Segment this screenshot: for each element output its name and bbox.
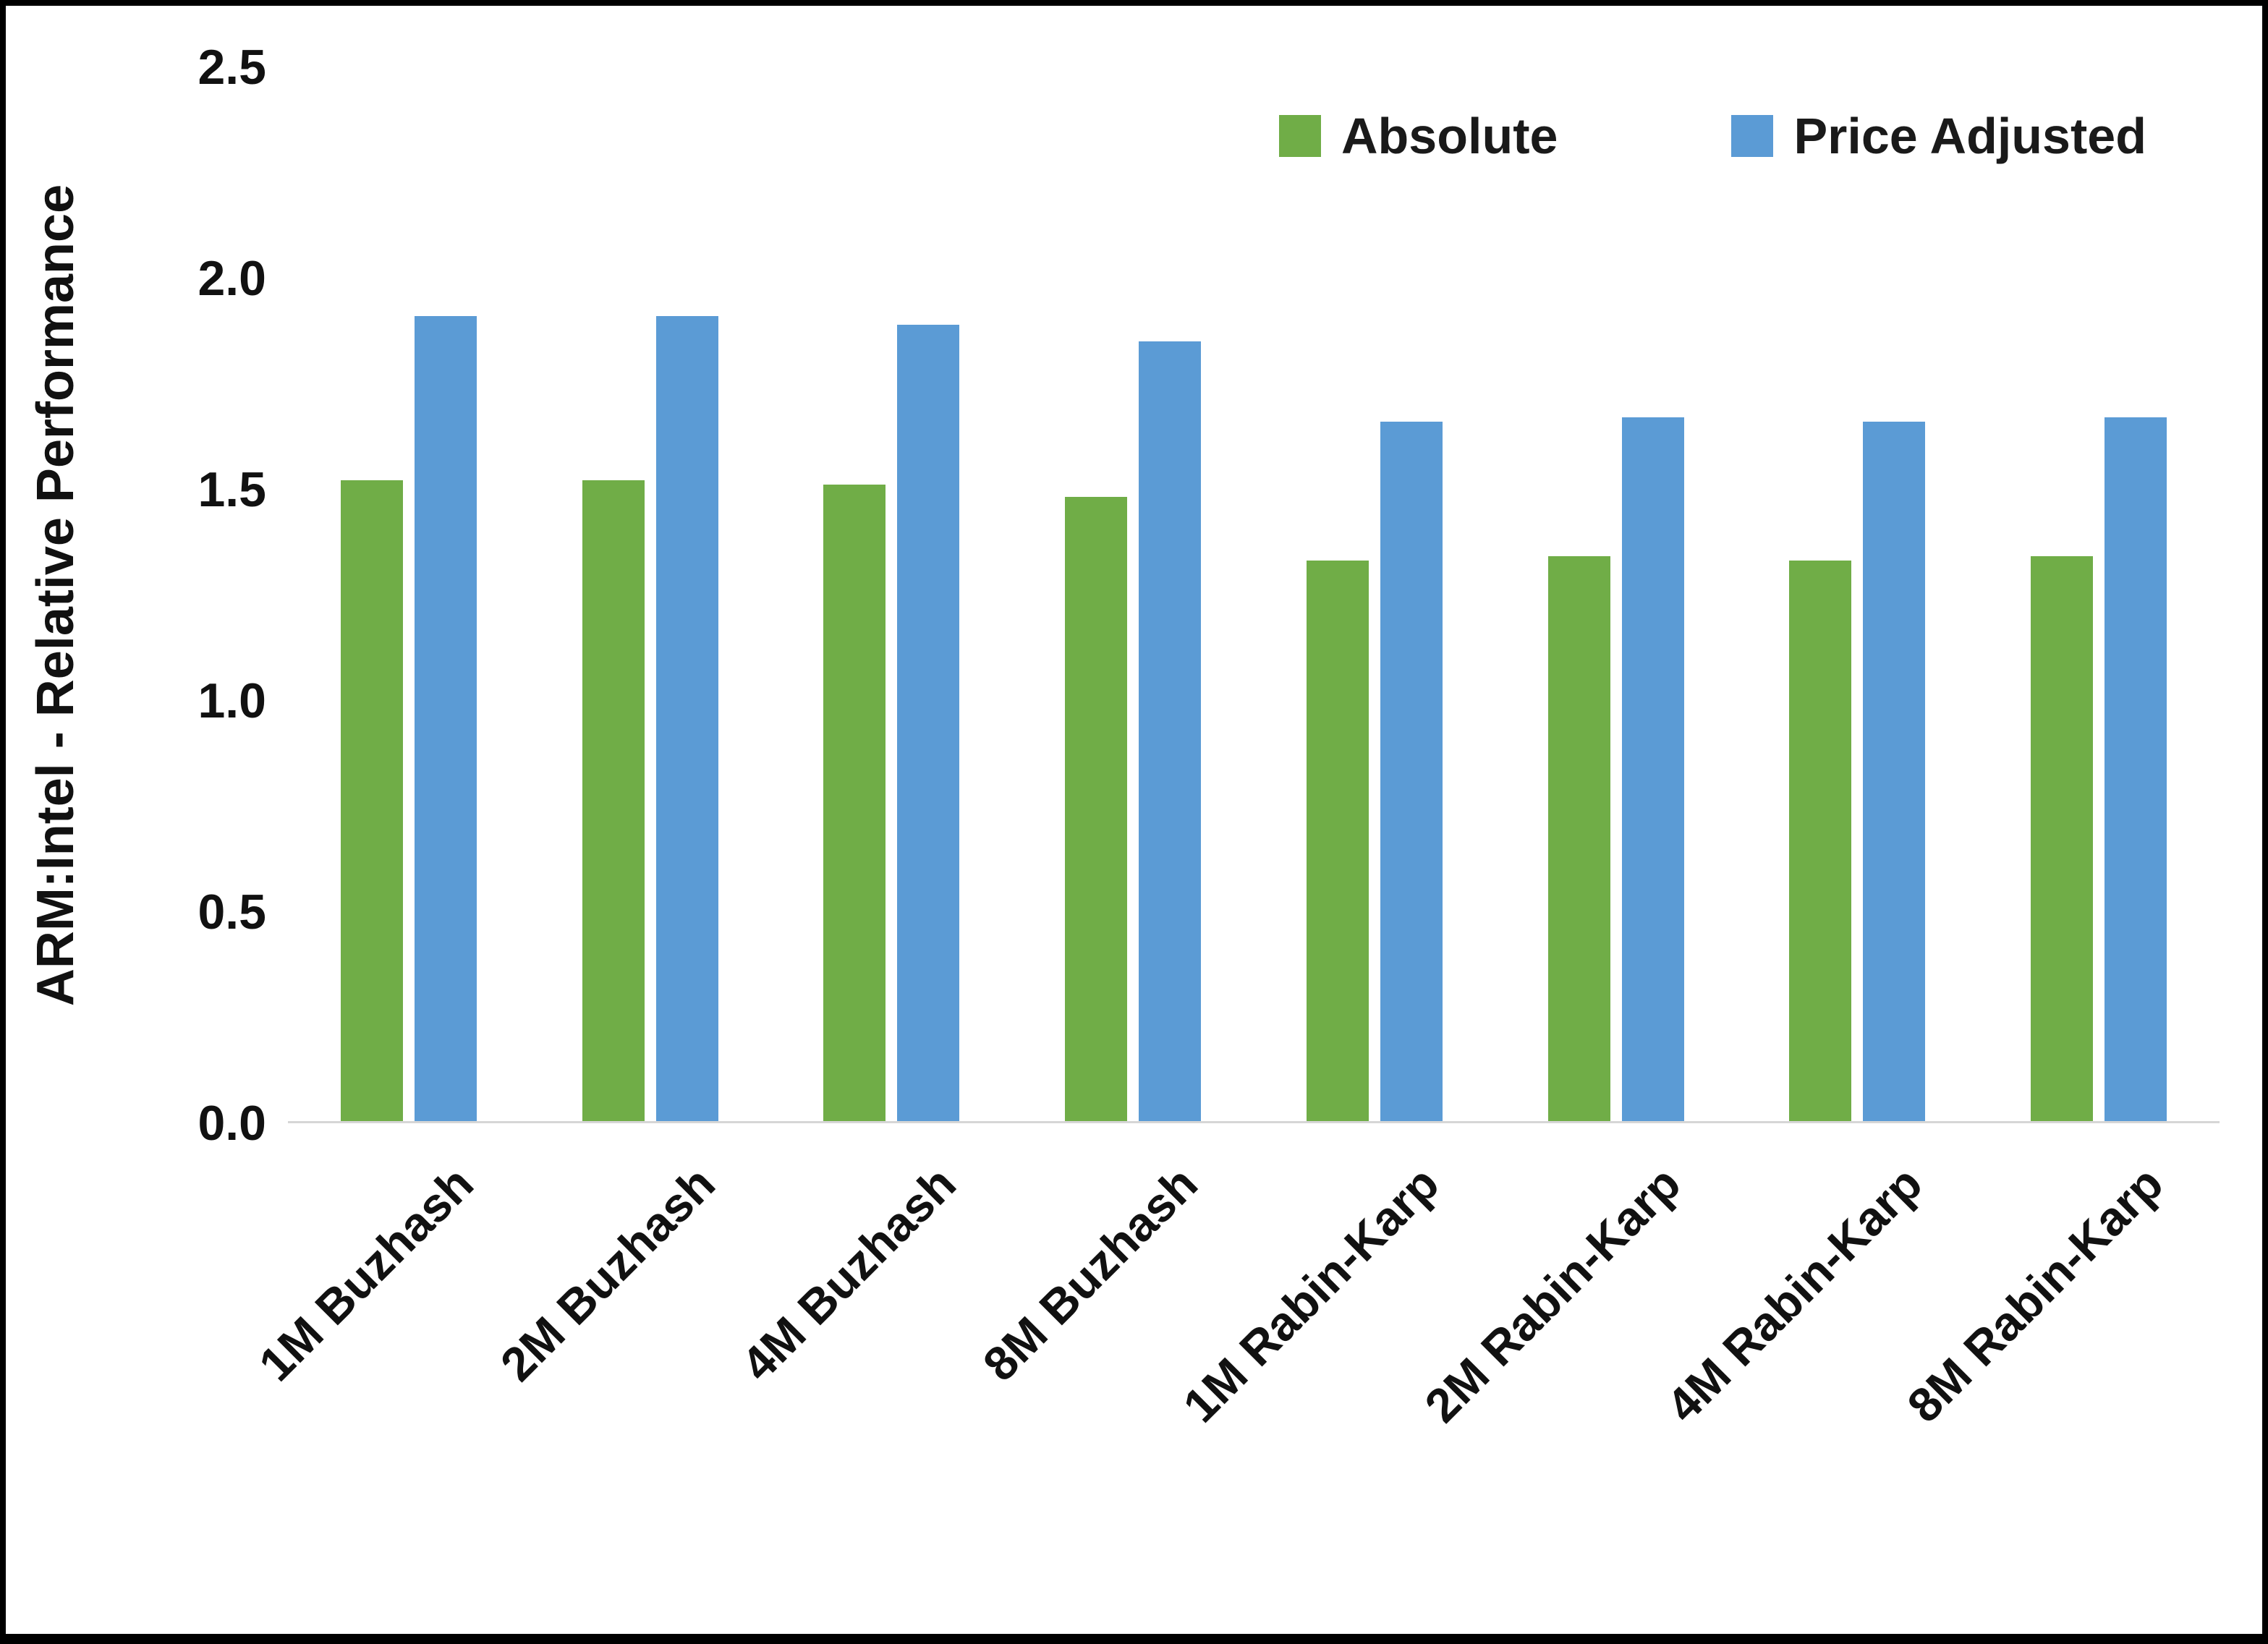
x-axis-label: 4M Buzhash: [731, 1156, 967, 1392]
bar-group: [1978, 67, 2220, 1121]
x-axis-label: 1M Rabin-Karp: [1173, 1156, 1449, 1433]
plot-area: [288, 67, 2220, 1123]
bar-group: [288, 67, 530, 1121]
bar-group: [1737, 67, 1979, 1121]
x-axis-label: 1M Buzhash: [248, 1156, 483, 1392]
bar-price-adjusted-4m-buzhash: [897, 324, 960, 1121]
legend-item-price-adjusted: Price Adjusted: [1731, 107, 2146, 165]
bar-price-adjusted-1m-rabin-karp: [1380, 421, 1443, 1121]
bar-group: [1495, 67, 1737, 1121]
legend: Absolute Price Adjusted: [1279, 107, 2146, 165]
absolute-series-swatch-icon: [1279, 115, 1321, 157]
bar-absolute-4m-rabin-karp: [1789, 560, 1852, 1121]
bar-price-adjusted-8m-buzhash: [1139, 341, 1202, 1121]
bar-group: [771, 67, 1013, 1121]
y-tick-label: 1.0: [198, 673, 266, 728]
legend-item-absolute: Absolute: [1279, 107, 1558, 165]
y-tick-label: 2.0: [198, 251, 266, 306]
bar-price-adjusted-2m-buzhash: [655, 315, 718, 1121]
x-axis-label: 8M Rabin-Karp: [1897, 1156, 2174, 1433]
bar-absolute-4m-buzhash: [823, 484, 886, 1121]
bar-group: [530, 67, 771, 1121]
y-tick-label: 0.5: [198, 885, 266, 940]
bar-absolute-8m-buzhash: [1065, 497, 1128, 1121]
bar-absolute-1m-buzhash: [340, 480, 403, 1121]
x-axis-label: 8M Buzhash: [972, 1156, 1208, 1392]
x-axis-label: 2M Rabin-Karp: [1414, 1156, 1691, 1433]
legend-label-price-adjusted: Price Adjusted: [1793, 108, 2146, 164]
bar-group: [1012, 67, 1254, 1121]
x-axis-label: 2M Buzhash: [490, 1156, 725, 1392]
bar-group: [1254, 67, 1495, 1121]
bar-absolute-8m-rabin-karp: [2031, 556, 2094, 1121]
bar-absolute-2m-rabin-karp: [1547, 556, 1610, 1121]
x-axis-label: 4M Rabin-Karp: [1655, 1156, 1932, 1433]
legend-label-absolute: Absolute: [1341, 108, 1558, 164]
bar-absolute-1m-rabin-karp: [1306, 560, 1369, 1121]
y-tick-label: 2.5: [198, 40, 266, 95]
bar-price-adjusted-2m-rabin-karp: [1621, 417, 1684, 1121]
bar-price-adjusted-4m-rabin-karp: [1863, 421, 1926, 1121]
bar-price-adjusted-1m-buzhash: [414, 315, 477, 1121]
bar-absolute-2m-buzhash: [582, 480, 645, 1121]
bar-price-adjusted-8m-rabin-karp: [2105, 417, 2167, 1121]
price-adjusted-series-swatch-icon: [1731, 115, 1774, 157]
y-axis-title: ARM:Intel - Relative Performance: [27, 184, 85, 1007]
y-tick-label: 0.0: [198, 1096, 266, 1151]
y-tick-label: 1.5: [198, 462, 266, 517]
